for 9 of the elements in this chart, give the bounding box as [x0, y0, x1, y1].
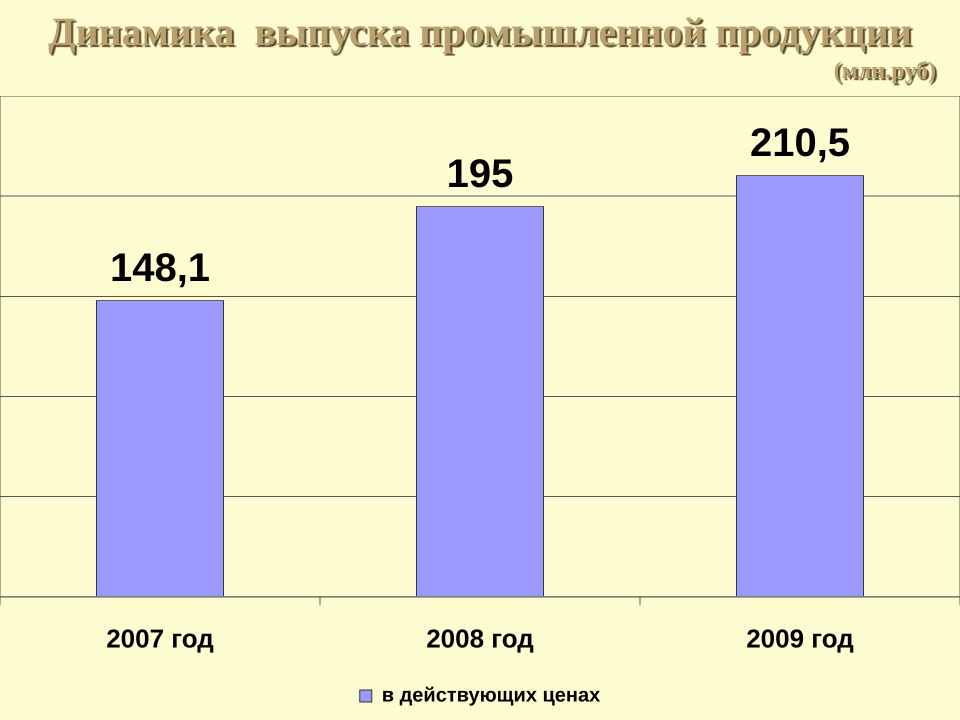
legend-label: в действующих ценах — [382, 684, 600, 707]
x-tick-label: 2009 год — [746, 624, 854, 654]
x-tick-label: 2008 год — [426, 624, 534, 654]
data-label: 148,1 — [110, 246, 210, 290]
x-tick-label: 2007 год — [106, 624, 214, 654]
data-label: 195 — [446, 152, 514, 196]
chart-title: Динамика выпуска промышленной продукции — [47, 8, 913, 55]
chart-subtitle: (млн.руб) — [834, 58, 936, 85]
data-label: 210,5 — [750, 121, 850, 166]
